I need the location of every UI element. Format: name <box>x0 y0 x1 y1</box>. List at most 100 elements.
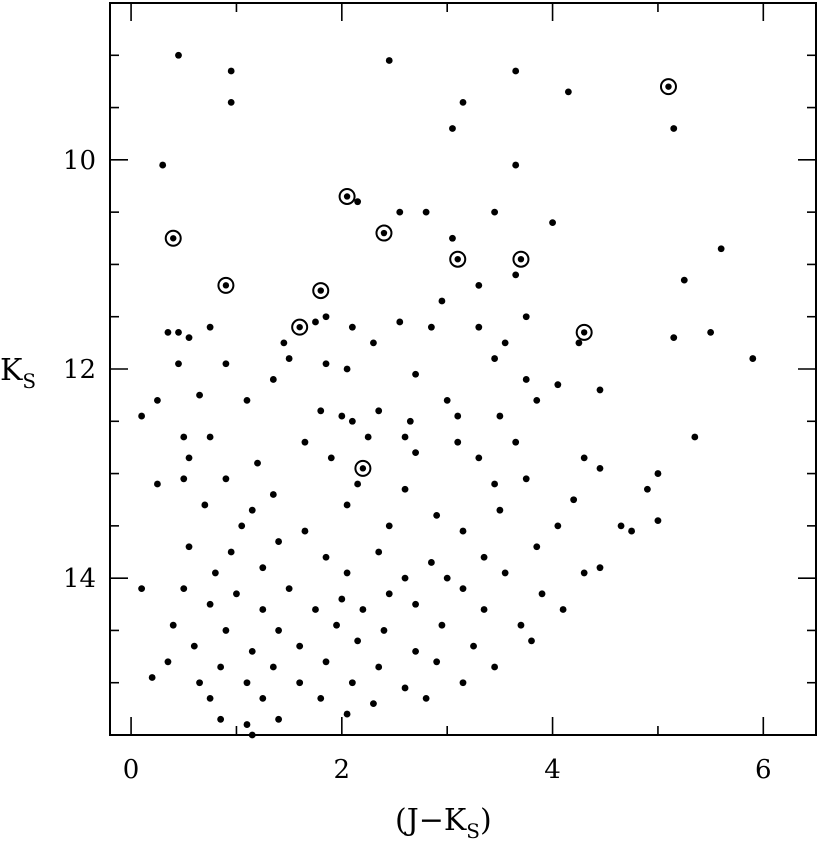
star-point <box>343 501 351 509</box>
star-point <box>654 517 662 525</box>
star-point <box>580 454 588 462</box>
star-point <box>554 522 562 530</box>
star-point <box>443 574 451 582</box>
star-point <box>248 731 256 739</box>
star-point <box>401 485 409 493</box>
star-point <box>248 506 256 514</box>
star-point <box>707 329 715 336</box>
star-point <box>243 396 251 404</box>
star-point <box>227 67 235 75</box>
circled-star-point <box>317 287 324 294</box>
circled-star-point <box>665 83 672 90</box>
star-point <box>406 417 414 425</box>
star-point <box>370 339 377 347</box>
y-tick-label: 12 <box>63 355 96 385</box>
star-point <box>564 88 572 96</box>
star-point <box>401 574 409 582</box>
star-point <box>691 433 699 441</box>
circled-star-point <box>359 465 367 472</box>
circled-star-ring <box>449 250 467 268</box>
plot-frame <box>109 2 817 736</box>
star-point <box>269 376 277 383</box>
star-point <box>517 621 525 629</box>
star-point <box>512 438 520 446</box>
star-point <box>433 658 441 666</box>
star-point <box>169 621 177 629</box>
circled-star-ring <box>217 276 235 294</box>
star-point <box>375 407 383 415</box>
star-point <box>427 323 435 331</box>
star-point <box>296 642 304 650</box>
x-tick-label: 4 <box>544 755 561 785</box>
star-point <box>385 522 393 530</box>
star-point <box>243 721 251 728</box>
star-point <box>138 585 146 592</box>
star-point <box>375 548 383 556</box>
star-point <box>348 679 356 687</box>
star-point <box>280 339 288 347</box>
star-point <box>617 522 625 530</box>
star-point <box>185 454 193 462</box>
star-point <box>275 627 282 634</box>
x-tick-label: 2 <box>334 755 351 785</box>
star-point <box>259 564 267 572</box>
star-point <box>154 396 161 404</box>
x-axis-title: (J−KS) <box>395 803 492 843</box>
star-point <box>380 627 388 634</box>
star-point <box>317 407 325 415</box>
star-point <box>370 700 377 708</box>
star-point <box>206 600 214 608</box>
data-points <box>138 51 757 739</box>
star-point <box>322 313 330 321</box>
star-point <box>333 621 340 629</box>
star-point <box>385 57 393 64</box>
circled-star-ring <box>512 250 530 268</box>
star-point <box>475 454 483 462</box>
y-tick-label: 10 <box>63 146 96 176</box>
star-point <box>749 355 757 362</box>
star-point <box>475 281 483 289</box>
star-point <box>501 569 509 577</box>
star-point <box>680 276 688 284</box>
star-point <box>275 715 282 723</box>
star-point <box>480 553 488 561</box>
star-point <box>654 470 662 477</box>
star-point <box>422 695 430 702</box>
star-point <box>496 506 504 514</box>
y-tick-label: 14 <box>63 564 96 594</box>
star-point <box>670 334 678 342</box>
star-point <box>501 339 509 347</box>
star-point <box>343 710 351 718</box>
star-point <box>422 208 430 216</box>
star-point <box>322 360 330 368</box>
star-point <box>717 245 725 253</box>
axis-ticks <box>110 3 816 735</box>
star-point <box>269 491 277 498</box>
star-point <box>522 313 530 321</box>
star-point <box>159 161 167 169</box>
star-point <box>238 522 246 530</box>
star-point <box>454 438 462 446</box>
star-point <box>491 663 499 671</box>
star-point <box>475 323 483 331</box>
star-point <box>396 318 404 326</box>
star-point <box>364 433 372 441</box>
star-point <box>412 370 419 378</box>
star-point <box>459 98 467 106</box>
star-point <box>148 674 156 681</box>
star-point <box>243 679 251 687</box>
star-point <box>512 161 520 169</box>
star-point <box>175 360 182 368</box>
circled-star-point <box>517 256 525 263</box>
star-point <box>201 501 209 509</box>
star-point <box>164 658 172 666</box>
star-point <box>222 360 230 368</box>
star-point <box>343 365 351 373</box>
star-point <box>596 464 604 472</box>
star-point <box>227 98 235 106</box>
star-point <box>164 329 172 336</box>
star-point <box>580 569 588 577</box>
star-point <box>396 208 404 216</box>
star-point <box>412 647 419 655</box>
circled-star-ring <box>375 224 393 242</box>
